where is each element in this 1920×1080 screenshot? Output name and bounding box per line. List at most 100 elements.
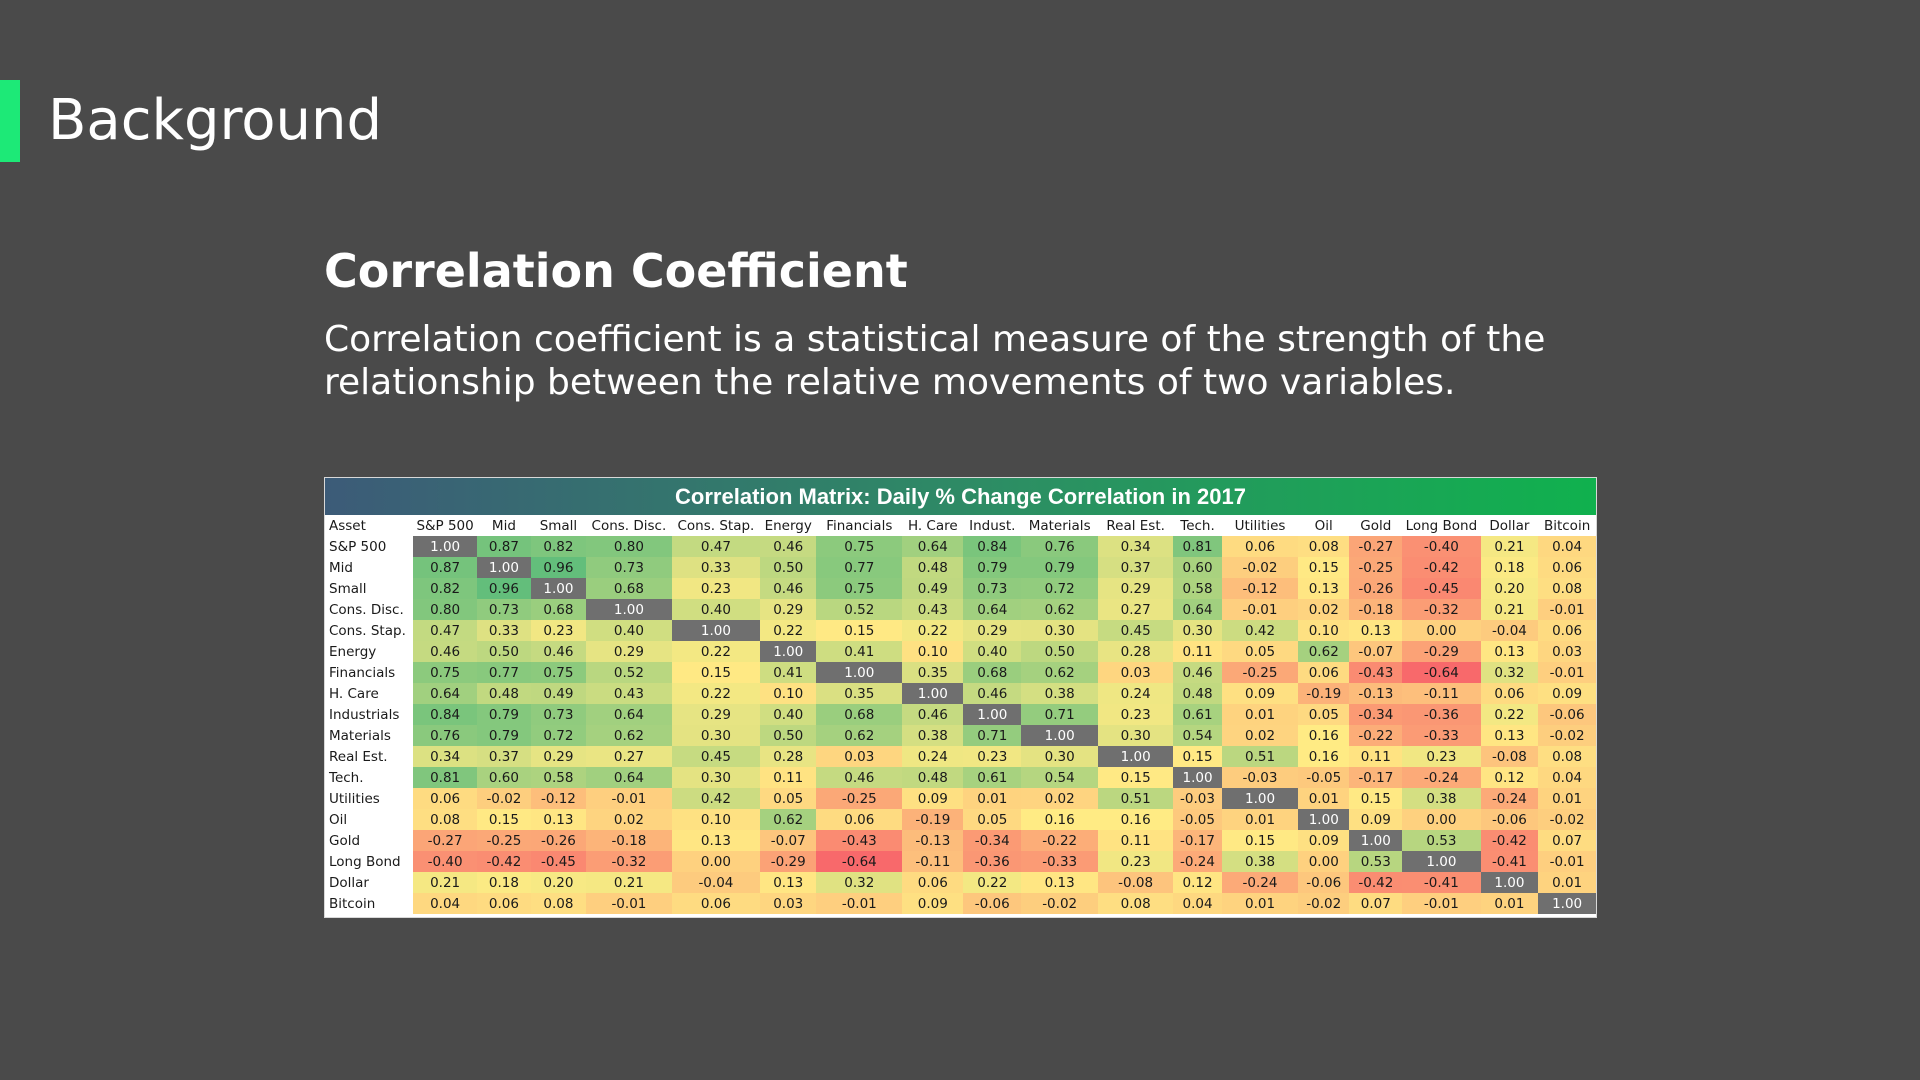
matrix-cell: 0.42 bbox=[1222, 620, 1299, 641]
matrix-cell: 0.82 bbox=[530, 536, 587, 557]
matrix-cell: 0.11 bbox=[1349, 746, 1403, 767]
matrix-cell: 0.09 bbox=[902, 893, 964, 914]
matrix-cell: 0.96 bbox=[476, 578, 531, 599]
matrix-cell: 0.64 bbox=[586, 767, 672, 788]
matrix-row-label: Energy bbox=[325, 641, 414, 662]
matrix-cell: 0.13 bbox=[530, 809, 587, 830]
matrix-cell: 0.84 bbox=[413, 704, 477, 725]
matrix-cell: 0.15 bbox=[1298, 557, 1350, 578]
matrix-row-label: Oil bbox=[325, 809, 414, 830]
matrix-cell: 0.42 bbox=[671, 788, 761, 809]
matrix-row-label: H. Care bbox=[325, 683, 414, 704]
matrix-row-label: Cons. Disc. bbox=[325, 599, 414, 620]
matrix-cell: 0.15 bbox=[1098, 767, 1174, 788]
matrix-cell: 0.32 bbox=[816, 872, 903, 893]
matrix-cell: -0.06 bbox=[1298, 872, 1350, 893]
matrix-cell: 0.75 bbox=[816, 536, 903, 557]
matrix-cell: -0.25 bbox=[1349, 557, 1403, 578]
matrix-cell: 0.48 bbox=[902, 557, 964, 578]
matrix-cell: 0.34 bbox=[413, 746, 477, 767]
matrix-cell: 0.10 bbox=[671, 809, 761, 830]
matrix-cell: 0.20 bbox=[1480, 578, 1539, 599]
matrix-cell: 0.30 bbox=[1021, 620, 1099, 641]
matrix-cell: 0.62 bbox=[816, 725, 903, 746]
matrix-row-label: Dollar bbox=[325, 872, 414, 893]
matrix-cell: -0.24 bbox=[1480, 788, 1539, 809]
matrix-cell: 0.62 bbox=[1021, 599, 1099, 620]
matrix-cell: 0.52 bbox=[586, 662, 672, 683]
matrix-cell: -0.64 bbox=[1402, 662, 1481, 683]
matrix-cell: -0.02 bbox=[476, 788, 531, 809]
matrix-cell: 0.04 bbox=[1538, 536, 1596, 557]
matrix-cell: 0.10 bbox=[760, 683, 817, 704]
matrix-row: Materials 0.76 0.79 0.72 0.62 0.30 0.50 0.62 0.3… bbox=[325, 725, 1596, 746]
matrix-row-label: Real Est. bbox=[325, 746, 414, 767]
matrix-cell: -0.40 bbox=[1402, 536, 1481, 557]
matrix-cell: 0.02 bbox=[1298, 599, 1350, 620]
matrix-cell: 0.64 bbox=[413, 683, 477, 704]
matrix-cell: 0.64 bbox=[963, 599, 1022, 620]
matrix-cell: 0.03 bbox=[1098, 662, 1174, 683]
matrix-row: Dollar 0.21 0.18 0.20 0.21 -0.04 0.13 0.32 0.06 0… bbox=[325, 872, 1596, 893]
matrix-cell: 0.11 bbox=[1173, 641, 1223, 662]
slide-title: Background bbox=[48, 88, 383, 153]
matrix-row: Bitcoin 0.04 0.06 0.08 -0.01 0.06 0.03 -0.01 0.0… bbox=[325, 893, 1596, 914]
matrix-cell: 0.03 bbox=[816, 746, 903, 767]
matrix-cell: 0.24 bbox=[1098, 683, 1174, 704]
matrix-cell: 0.21 bbox=[1480, 536, 1539, 557]
matrix-cell: -0.64 bbox=[816, 851, 903, 872]
matrix-cell: 0.84 bbox=[963, 536, 1022, 557]
matrix-cell: -0.07 bbox=[760, 830, 817, 851]
matrix-cell: 0.80 bbox=[586, 536, 672, 557]
matrix-cell: 0.33 bbox=[476, 620, 531, 641]
matrix-cell: 1.00 bbox=[1222, 788, 1299, 809]
matrix-cell: 0.52 bbox=[816, 599, 903, 620]
matrix-cell: 0.23 bbox=[1098, 851, 1174, 872]
matrix-column-header: Utilities bbox=[1222, 515, 1299, 536]
matrix-cell: 0.06 bbox=[476, 893, 531, 914]
matrix-cell: 1.00 bbox=[1538, 893, 1596, 914]
matrix-cell: 0.46 bbox=[1173, 662, 1223, 683]
matrix-cell: 0.29 bbox=[586, 641, 672, 662]
matrix-cell: 0.08 bbox=[1298, 536, 1350, 557]
matrix-cell: 0.08 bbox=[1538, 578, 1596, 599]
matrix-cell: 0.02 bbox=[586, 809, 672, 830]
matrix-cell: 0.01 bbox=[1538, 788, 1596, 809]
matrix-cell: 0.82 bbox=[413, 578, 477, 599]
matrix-cell: 0.75 bbox=[816, 578, 903, 599]
matrix-cell: -0.02 bbox=[1298, 893, 1350, 914]
matrix-cell: 0.87 bbox=[476, 536, 531, 557]
matrix-cell: 0.46 bbox=[760, 578, 817, 599]
matrix-cell: -0.25 bbox=[1222, 662, 1299, 683]
matrix-row-label: Utilities bbox=[325, 788, 414, 809]
matrix-cell: -0.40 bbox=[413, 851, 477, 872]
matrix-cell: 0.05 bbox=[1298, 704, 1350, 725]
matrix-cell: 0.08 bbox=[1538, 746, 1596, 767]
matrix-cell: 0.79 bbox=[476, 704, 531, 725]
matrix-cell: 0.10 bbox=[1298, 620, 1350, 641]
matrix-cell: 0.46 bbox=[816, 767, 903, 788]
matrix-cell: -0.06 bbox=[1538, 704, 1596, 725]
matrix-title: Correlation Matrix: Daily % Change Corre… bbox=[325, 478, 1596, 515]
matrix-cell: 0.47 bbox=[413, 620, 477, 641]
matrix-cell: 0.58 bbox=[530, 767, 587, 788]
matrix-cell: 0.40 bbox=[760, 704, 817, 725]
matrix-row: Long Bond -0.40 -0.42 -0.45 -0.32 0.00 -0.29 -0… bbox=[325, 851, 1596, 872]
matrix-cell: 0.15 bbox=[1222, 830, 1299, 851]
matrix-cell: -0.25 bbox=[476, 830, 531, 851]
matrix-column-header: Tech. bbox=[1173, 515, 1223, 536]
matrix-cell: 0.32 bbox=[1480, 662, 1539, 683]
matrix-cell: -0.22 bbox=[1349, 725, 1403, 746]
matrix-cell: 0.13 bbox=[760, 872, 817, 893]
matrix-cell: 0.08 bbox=[530, 893, 587, 914]
matrix-cell: -0.45 bbox=[530, 851, 587, 872]
matrix-cell: 0.75 bbox=[530, 662, 587, 683]
matrix-cell: -0.17 bbox=[1349, 767, 1403, 788]
matrix-cell: -0.41 bbox=[1402, 872, 1481, 893]
matrix-cell: 0.08 bbox=[413, 809, 477, 830]
matrix-cell: 0.00 bbox=[671, 851, 761, 872]
matrix-column-header: Gold bbox=[1349, 515, 1403, 536]
matrix-cell: 0.06 bbox=[671, 893, 761, 914]
matrix-row-label: Bitcoin bbox=[325, 893, 414, 914]
matrix-cell: 0.06 bbox=[1538, 620, 1596, 641]
